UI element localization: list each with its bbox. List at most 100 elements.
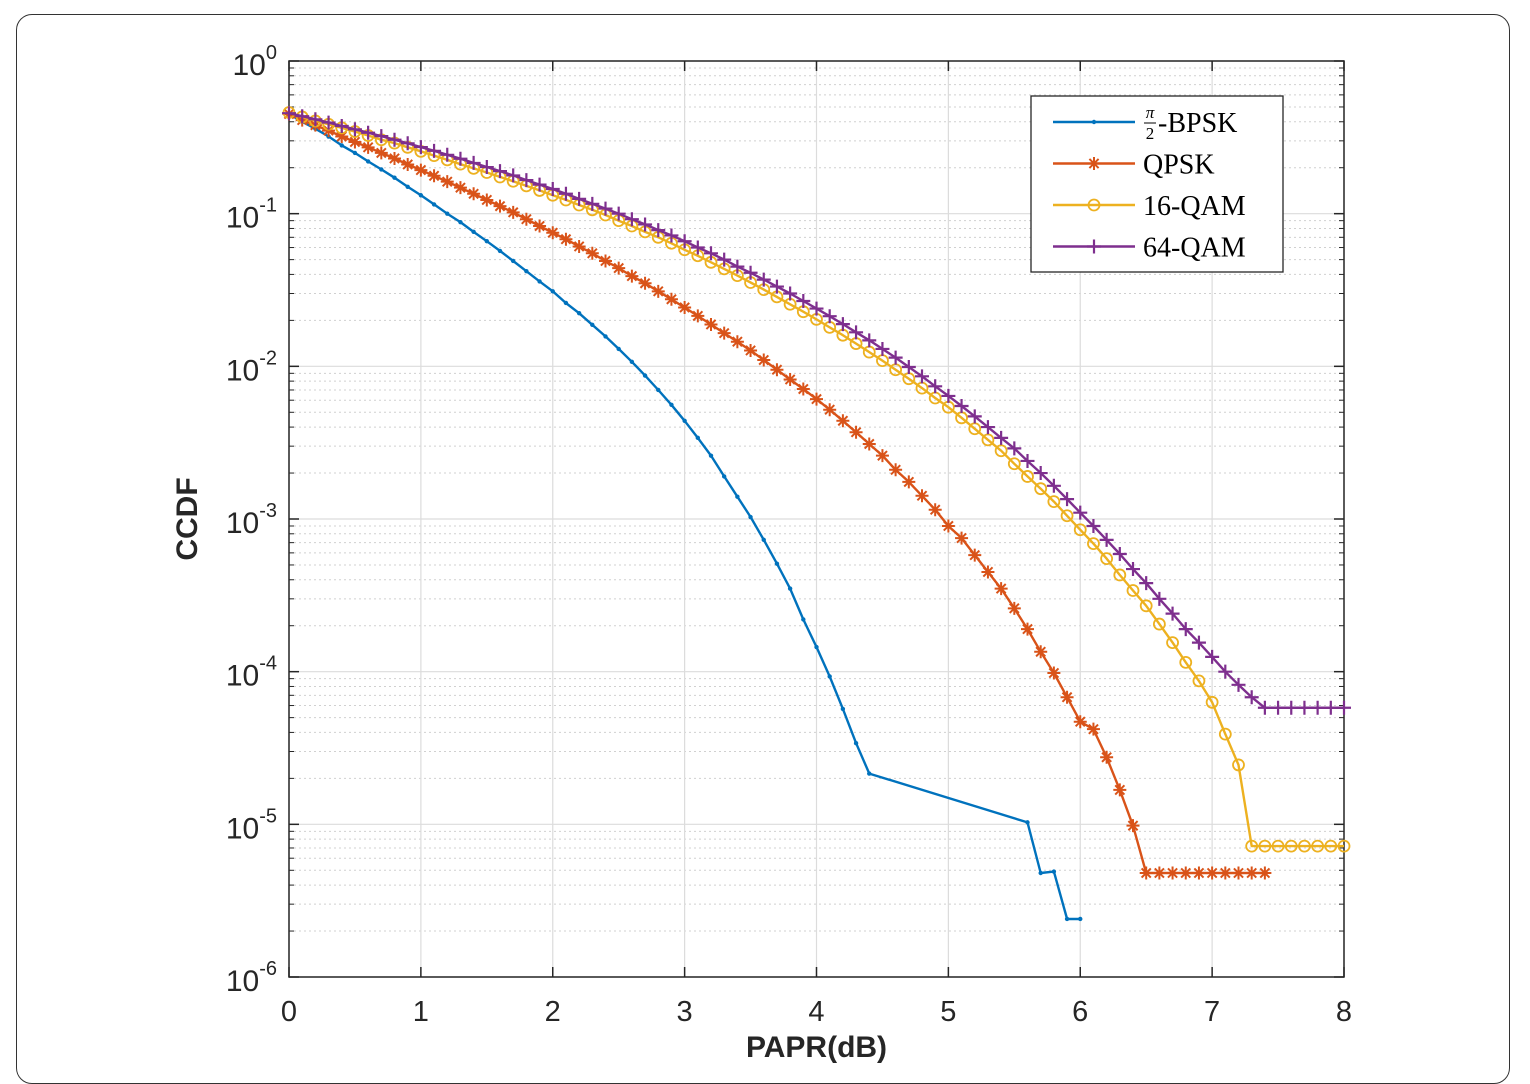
data-point	[915, 369, 929, 384]
data-point	[1191, 635, 1206, 650]
data-point	[1284, 839, 1298, 853]
data-point	[888, 350, 903, 365]
data-point	[572, 191, 587, 206]
data-point	[1179, 866, 1193, 880]
data-point	[761, 537, 766, 543]
data-point	[1297, 700, 1312, 715]
data-point	[1047, 495, 1061, 509]
data-point	[1166, 866, 1180, 880]
data-point	[835, 317, 850, 332]
legend-swatch-marker	[1091, 119, 1097, 125]
data-point	[915, 489, 929, 503]
data-point	[339, 143, 344, 148]
series-line	[288, 111, 1344, 848]
x-tick-label: 5	[940, 996, 956, 1028]
data-point	[677, 234, 692, 249]
data-point	[1046, 478, 1061, 493]
data-point	[400, 136, 415, 151]
data-point	[1064, 916, 1070, 922]
data-point	[533, 219, 547, 233]
data-point	[379, 167, 384, 172]
data-point	[585, 246, 599, 260]
data-point	[1323, 700, 1338, 715]
data-point	[1113, 568, 1127, 582]
data-point	[365, 159, 371, 164]
y-tick-exponent: 0	[266, 42, 277, 64]
legend: π 2 -BPSK QPSK 16-QAM 64-QAM	[1030, 95, 1284, 273]
data-point	[1139, 866, 1153, 880]
data-point	[334, 119, 349, 134]
x-tick-label: 4	[808, 996, 824, 1028]
x-tick-labels: 0 1 2 3 4 5 6 7 8	[281, 996, 1352, 1028]
data-point	[695, 435, 701, 441]
minor-grid	[289, 67, 1344, 932]
data-point	[352, 150, 358, 156]
data-point	[558, 186, 573, 201]
data-point	[1192, 674, 1206, 688]
data-point	[1060, 509, 1074, 523]
data-point	[827, 674, 832, 679]
data-point	[506, 205, 520, 219]
data-point	[1007, 441, 1022, 456]
data-point	[599, 254, 612, 268]
legend-box	[1030, 95, 1284, 273]
data-point	[1257, 700, 1272, 715]
data-point	[994, 444, 1008, 458]
data-point	[545, 182, 560, 197]
legend-swatch-marker	[1087, 239, 1101, 254]
data-point	[603, 334, 608, 339]
data-point	[1298, 839, 1311, 853]
data-point	[809, 301, 824, 316]
data-point	[1218, 664, 1233, 679]
data-point	[968, 548, 982, 562]
data-point	[361, 140, 375, 154]
data-point	[1178, 622, 1193, 637]
data-point	[783, 372, 797, 386]
data-point	[748, 514, 753, 520]
data-point	[493, 164, 507, 179]
data-point	[1007, 601, 1021, 615]
y-tick-label: 10-6	[226, 958, 277, 998]
data-point	[704, 246, 718, 261]
data-point	[682, 418, 687, 423]
data-point	[717, 252, 732, 267]
legend-label: 16-QAM	[1143, 191, 1246, 222]
data-point	[1112, 546, 1127, 561]
series-layer	[282, 106, 1351, 922]
data-point	[1025, 820, 1030, 825]
data-point	[875, 449, 889, 463]
data-point	[388, 151, 401, 165]
data-point	[1033, 466, 1048, 481]
data-point	[875, 341, 890, 356]
data-point	[1324, 839, 1338, 853]
data-point	[955, 531, 969, 545]
y-tick-exponent: -2	[259, 347, 277, 369]
legend-fraction-numerator: π	[1146, 103, 1155, 122]
data-point	[1073, 505, 1088, 520]
data-point	[479, 160, 494, 175]
data-point	[616, 346, 621, 352]
data-point	[730, 259, 745, 274]
data-point	[1310, 700, 1325, 715]
axis-ticks	[288, 60, 1345, 978]
data-point	[853, 740, 859, 746]
data-point	[427, 169, 441, 183]
data-point	[484, 239, 490, 244]
data-point	[282, 106, 296, 121]
data-point	[981, 565, 995, 579]
data-point	[1021, 470, 1034, 483]
data-point	[721, 474, 727, 479]
data-point	[690, 240, 705, 255]
data-point	[717, 326, 731, 340]
data-point	[770, 363, 784, 377]
data-point	[1152, 591, 1167, 606]
data-point	[598, 201, 613, 216]
series-0	[286, 111, 1083, 922]
data-point	[1126, 584, 1140, 597]
y-tick-label: 10-1	[226, 195, 277, 235]
data-point	[1244, 690, 1259, 705]
data-point	[1099, 532, 1114, 547]
data-point	[796, 293, 811, 308]
y-tick-label: 10-4	[226, 653, 277, 693]
data-point	[1113, 783, 1127, 797]
